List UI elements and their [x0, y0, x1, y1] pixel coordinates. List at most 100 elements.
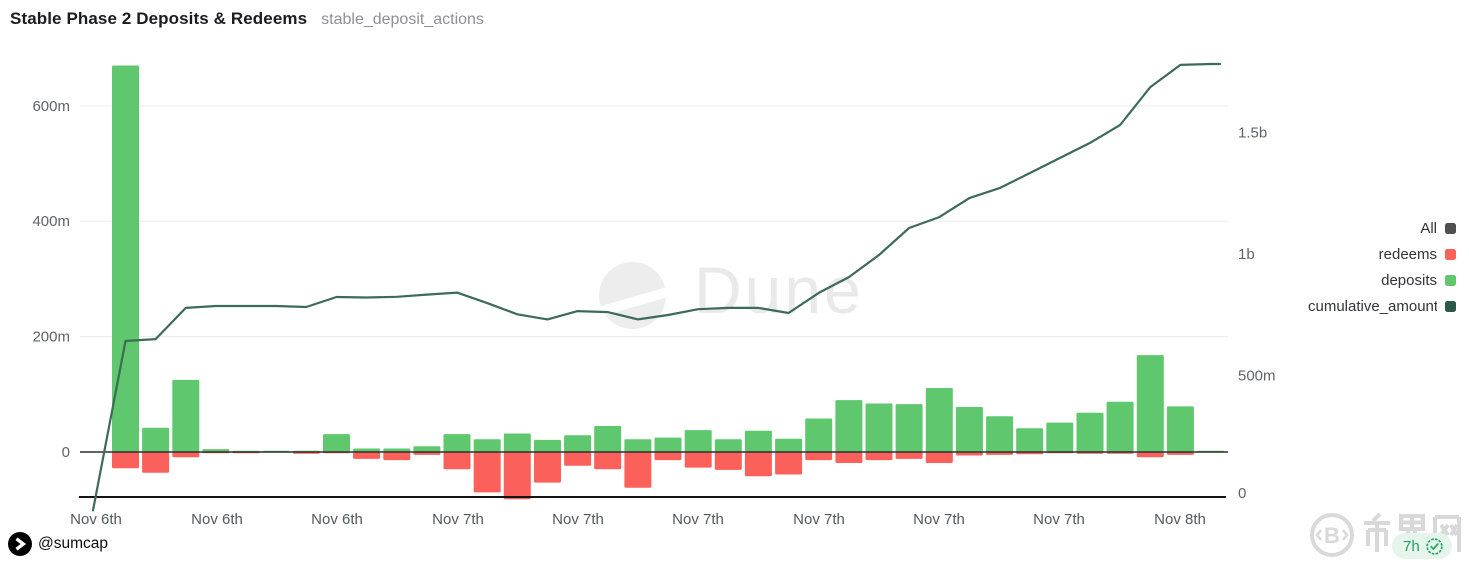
deposit-bar[interactable]	[865, 403, 893, 453]
redeem-bar[interactable]	[172, 452, 200, 458]
redeem-bar[interactable]	[895, 452, 923, 459]
deposit-bar[interactable]	[955, 407, 983, 452]
redeem-bar[interactable]	[594, 452, 622, 470]
deposit-bar[interactable]	[1106, 401, 1134, 452]
x-axis-tick-label: Nov 7th	[793, 511, 845, 528]
redeem-bar[interactable]	[1136, 452, 1164, 458]
page-title: Stable Phase 2 Deposits & Redeems	[10, 9, 308, 28]
deposit-bar[interactable]	[714, 439, 742, 452]
redeem-bar[interactable]	[353, 452, 381, 459]
x-axis-tick-label: Nov 7th	[672, 511, 724, 528]
legend-label: All	[1420, 220, 1437, 237]
redeem-bar[interactable]	[503, 452, 531, 500]
deposit-bar[interactable]	[413, 446, 441, 452]
deposit-bar[interactable]	[172, 379, 200, 452]
verified-check-icon	[1425, 537, 1443, 555]
right-axis-tick-label: 1b	[1238, 246, 1255, 263]
deposit-bar[interactable]	[684, 430, 712, 452]
redeem-bar[interactable]	[443, 452, 471, 470]
deposit-bar[interactable]	[1076, 412, 1104, 452]
legend-label: deposits	[1381, 272, 1437, 289]
deposit-bar[interactable]	[986, 416, 1014, 452]
deposit-bar[interactable]	[1136, 355, 1164, 452]
deposit-bar[interactable]	[473, 439, 501, 452]
legend: All redeems deposits cumulative_amount	[1308, 218, 1456, 322]
right-axis-tick-label: 0	[1238, 485, 1246, 502]
deposit-bar[interactable]	[744, 430, 772, 452]
cumulative-line[interactable]	[91, 62, 1222, 512]
deposit-bar[interactable]	[775, 438, 803, 452]
legend-item-cumulative-amount[interactable]: cumulative_amount	[1308, 296, 1456, 317]
author-handle-link[interactable]: @sumcap	[38, 535, 109, 552]
dune-watermark-text: Dune	[694, 253, 864, 327]
redeem-bar[interactable]	[835, 452, 863, 463]
deposit-bar[interactable]	[895, 404, 923, 452]
deposit-bar[interactable]	[835, 400, 863, 452]
x-axis-tick-label: Nov 6th	[311, 511, 363, 528]
author-avatar-icon[interactable]	[8, 532, 32, 556]
left-axis-tick-label: 0	[62, 444, 70, 461]
deposit-bar[interactable]	[323, 434, 350, 452]
legend-label: redeems	[1378, 246, 1437, 263]
redeem-bar[interactable]	[714, 452, 742, 470]
right-axis-tick-label: 500m	[1238, 368, 1276, 385]
redeem-bar[interactable]	[654, 452, 682, 461]
redeem-bar[interactable]	[805, 452, 833, 461]
deposit-bar[interactable]	[503, 433, 531, 453]
left-axis-tick-label: 200m	[32, 329, 70, 346]
author-row: @sumcap	[8, 532, 108, 556]
redeem-bar[interactable]	[744, 452, 772, 477]
deposit-bar[interactable]	[564, 435, 592, 452]
svg-text:B: B	[1324, 523, 1340, 548]
left-axis-tick-label: 600m	[32, 98, 70, 115]
redeem-bar[interactable]	[865, 452, 893, 461]
legend-swatch-cumulative	[1445, 301, 1456, 312]
redeem-bar[interactable]	[383, 452, 411, 461]
redeem-bar[interactable]	[925, 452, 953, 463]
x-axis-tick-label: Nov 7th	[1033, 511, 1085, 528]
redeem-bar[interactable]	[624, 452, 652, 488]
deposit-bar[interactable]	[353, 448, 381, 453]
left-axis-tick-label: 400m	[32, 213, 70, 230]
legend-item-redeems[interactable]: redeems	[1308, 244, 1456, 265]
legend-swatch-redeems	[1445, 249, 1456, 260]
deposit-bar[interactable]	[112, 65, 139, 453]
deposit-bar[interactable]	[443, 434, 471, 452]
redeem-bar[interactable]	[142, 452, 170, 473]
redeem-bar[interactable]	[112, 452, 139, 469]
deposit-bar[interactable]	[1016, 428, 1044, 452]
freshness-time: 7h	[1403, 537, 1420, 555]
deposit-bar[interactable]	[534, 439, 561, 452]
deposit-bar[interactable]	[1046, 422, 1074, 452]
deposit-bar[interactable]	[142, 427, 170, 452]
deposit-bar[interactable]	[654, 437, 682, 452]
deposit-bar[interactable]	[1166, 406, 1194, 452]
deposit-bar[interactable]	[594, 426, 622, 452]
x-axis-tick-label: Nov 6th	[70, 511, 122, 528]
redeem-bar[interactable]	[534, 452, 561, 483]
redeem-bar[interactable]	[684, 452, 712, 468]
redeem-bar[interactable]	[473, 452, 501, 493]
legend-swatch-deposits	[1445, 275, 1456, 286]
freshness-badge: 7h	[1392, 533, 1452, 559]
x-axis-tick-label: Nov 7th	[913, 511, 965, 528]
deposit-bar[interactable]	[925, 388, 953, 452]
x-axis-tick-label: Nov 6th	[191, 511, 243, 528]
redeem-bar[interactable]	[564, 452, 592, 466]
x-axis-tick-label: Nov 7th	[552, 511, 604, 528]
legend-item-deposits[interactable]: deposits	[1308, 270, 1456, 291]
legend-item-all[interactable]: All	[1308, 218, 1456, 239]
x-axis-tick-label: Nov 8th	[1154, 511, 1206, 528]
legend-swatch-all	[1445, 223, 1456, 234]
x-axis-tick-label: Nov 7th	[432, 511, 484, 528]
deposit-bar[interactable]	[624, 439, 652, 452]
legend-label: cumulative_amount	[1308, 298, 1437, 315]
chart-header: Stable Phase 2 Deposits & Redeems stable_…	[10, 9, 484, 29]
deposit-bar[interactable]	[805, 418, 833, 453]
right-axis-tick-label: 1.5b	[1238, 125, 1267, 142]
redeem-bar[interactable]	[775, 452, 803, 475]
query-name-link[interactable]: stable_deposit_actions	[321, 11, 484, 28]
deposit-bar[interactable]	[383, 448, 411, 453]
redeem-bar[interactable]	[955, 452, 983, 456]
